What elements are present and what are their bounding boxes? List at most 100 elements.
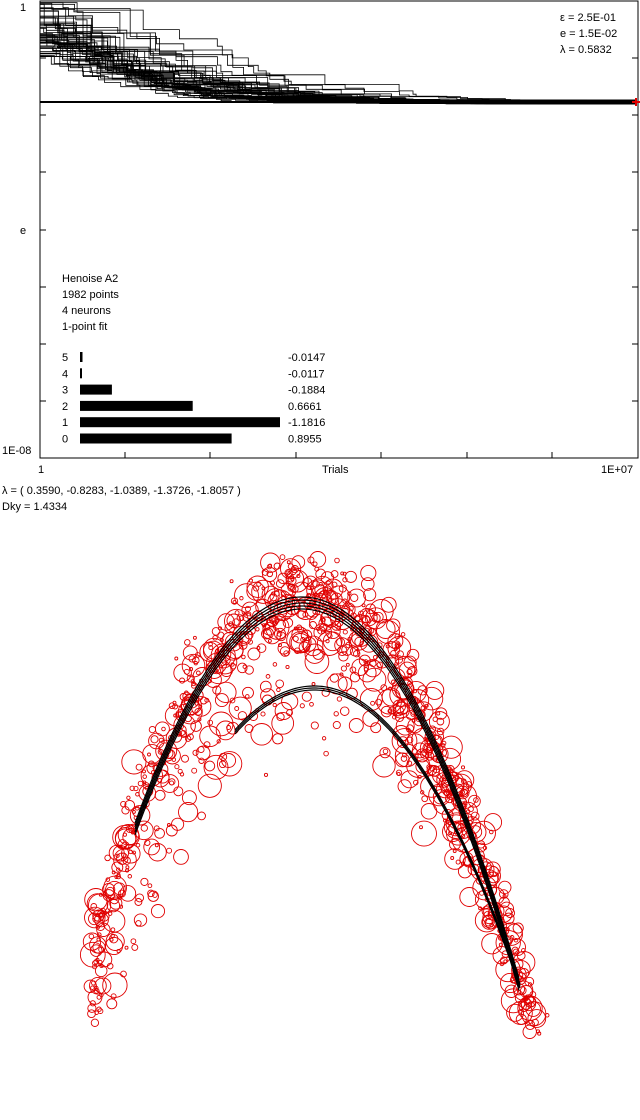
data-point [499,901,515,917]
data-point [527,1009,547,1028]
data-point [242,686,254,699]
data-point [215,681,237,704]
data-point [460,789,469,798]
data-point [179,730,188,738]
data-point [343,605,348,610]
data-point [94,912,109,928]
data-point [137,780,144,787]
x-tick-right: 1E+07 [601,464,633,476]
data-point [89,936,107,954]
data-point [426,764,438,776]
data-point [218,760,227,769]
data-point [467,806,474,813]
data-point [124,799,136,811]
data-point [108,911,113,916]
data-point [338,584,347,593]
data-point [376,620,400,645]
data-point [212,635,218,641]
data-point [522,1024,537,1039]
data-point [256,581,262,587]
data-point [129,785,135,791]
data-point [84,906,106,929]
data-point [154,789,166,801]
data-point [190,720,202,732]
data-point [506,1003,525,1022]
data-point [188,667,194,672]
data-point [354,615,361,622]
data-point [103,875,127,900]
data-point [283,650,290,657]
data-point [459,887,480,907]
data-point [363,667,369,672]
data-point [105,877,111,882]
data-point [444,793,455,804]
data-point [301,691,312,702]
data-point [84,888,108,912]
data-point [191,767,198,774]
convergence-curve [40,17,636,102]
y-tick-top: 1 [20,2,26,14]
data-point [354,636,365,647]
data-point [342,629,348,635]
data-point [150,904,166,919]
data-point [121,806,130,815]
data-point [195,745,211,761]
data-point [502,912,515,925]
data-point [440,743,446,748]
data-point [98,892,103,897]
data-point [237,711,248,721]
data-point [290,584,299,594]
data-point [511,946,519,954]
data-point [396,736,409,748]
bar-label: 0 [62,434,68,446]
data-point [96,922,111,937]
data-point [271,711,295,735]
data-point [495,956,521,983]
data-point [286,628,310,652]
data-point [419,825,423,830]
data-point [351,658,369,676]
data-point [348,718,364,733]
data-point [482,845,488,851]
data-point [90,985,95,990]
data-point [347,636,352,641]
fit-curve [134,599,520,982]
data-point [193,661,198,666]
data-point [188,655,196,663]
data-point [148,725,157,734]
data-point [101,883,116,897]
data-point [499,961,505,967]
data-point [102,910,107,915]
data-point [94,964,108,978]
data-point [181,653,206,678]
data-point [111,870,116,875]
bar [80,368,82,379]
data-point [217,613,235,631]
data-point [116,867,121,872]
data-point [89,976,107,995]
bar-label: 3 [62,385,68,397]
data-point [319,623,328,632]
data-point [274,702,293,720]
data-point [271,591,276,596]
data-point [273,601,293,622]
data-point [459,791,464,796]
data-point [232,624,237,629]
data-point [436,711,441,716]
data-point [122,832,127,837]
bar-label: 1 [62,417,68,429]
data-point [147,883,153,889]
data-point [216,751,243,777]
data-point [113,848,137,872]
data-point [184,735,192,742]
data-point [133,913,148,927]
data-point [87,989,103,1005]
data-point [166,823,171,827]
data-point [336,696,343,702]
data-point [432,765,440,774]
data-point [215,649,219,653]
data-point [325,623,341,640]
data-point [124,945,129,950]
data-point [120,857,126,862]
